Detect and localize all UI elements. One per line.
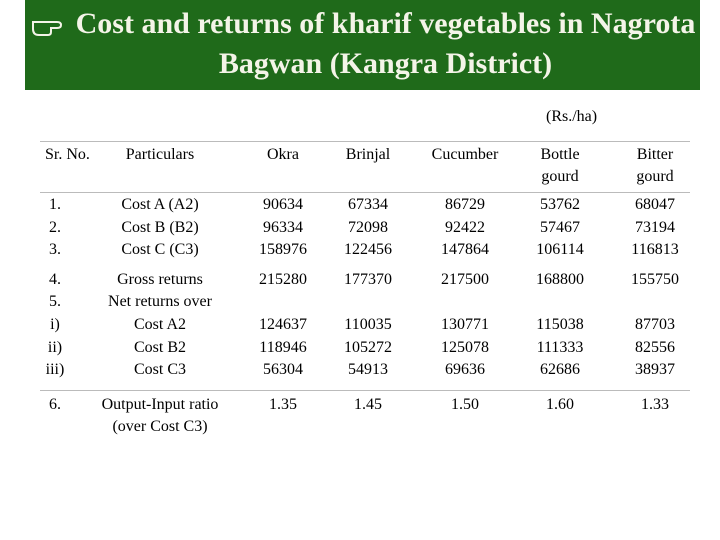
value: 54913 xyxy=(348,361,388,378)
value: 72098 xyxy=(348,219,388,236)
value: 90634 xyxy=(263,196,303,213)
particulars: Output-Input ratio (over Cost C3) xyxy=(101,396,219,435)
value: 82556 xyxy=(635,338,675,356)
column-header: Brinjal xyxy=(345,146,391,163)
value: 105272 xyxy=(344,338,392,356)
value: 67334 xyxy=(348,196,388,213)
value: 62686 xyxy=(540,361,580,378)
column-header: Sr. No. xyxy=(45,146,90,163)
value: 1.33 xyxy=(641,396,669,413)
particulars: Cost C3 xyxy=(133,361,186,378)
sr-no: ii) xyxy=(47,338,63,356)
sr-no: 1. xyxy=(49,196,61,213)
rule xyxy=(40,141,690,142)
value: 1.35 xyxy=(269,396,297,413)
particulars: Cost A (A2) xyxy=(121,196,199,213)
sr-no: 5. xyxy=(49,293,61,310)
value: 56304 xyxy=(263,361,303,378)
column-header: Bottle gourd xyxy=(540,146,580,185)
value: 87703 xyxy=(635,316,675,333)
value: 115038 xyxy=(536,316,584,333)
sr-no: 4. xyxy=(49,271,61,288)
header-banner: Cost and returns of kharif vegetables in… xyxy=(25,0,700,90)
value: 1.60 xyxy=(546,396,574,413)
value: 168800 xyxy=(536,271,584,288)
sr-no: 6. xyxy=(49,396,61,413)
value: 73194 xyxy=(635,219,675,236)
particulars: Cost B2 xyxy=(133,338,186,356)
particulars: Net returns over xyxy=(108,293,212,310)
value: 118946 xyxy=(259,338,307,356)
value: 116813 xyxy=(631,241,679,258)
title: Cost and returns of kharif vegetables in… xyxy=(75,7,696,80)
pointer-icon xyxy=(32,21,63,36)
value: 122456 xyxy=(344,241,392,258)
particulars: Cost C (C3) xyxy=(121,241,199,258)
rule xyxy=(40,390,690,391)
value: 155750 xyxy=(631,271,679,288)
value: 53762 xyxy=(540,196,580,213)
value: 1.45 xyxy=(354,396,382,413)
column-header: Okra xyxy=(267,146,299,163)
value: 68047 xyxy=(635,196,675,213)
value: 177370 xyxy=(344,271,392,288)
value: 111333 xyxy=(536,338,584,356)
value: 147864 xyxy=(441,241,489,258)
particulars: Cost A2 xyxy=(133,316,186,333)
value: 125078 xyxy=(441,338,489,356)
particulars: Gross returns xyxy=(117,271,203,288)
particulars: Cost B (B2) xyxy=(121,219,199,236)
value: 38937 xyxy=(635,361,675,378)
column-header: Bitter gourd xyxy=(636,146,674,185)
value: 130771 xyxy=(441,316,489,333)
value: 217500 xyxy=(441,271,489,288)
value: 124637 xyxy=(259,316,307,333)
sr-no: iii) xyxy=(45,361,65,378)
value: 1.50 xyxy=(451,396,479,413)
sr-no: i) xyxy=(50,316,60,333)
value: 106114 xyxy=(536,241,584,258)
value: 96334 xyxy=(263,219,303,236)
sr-no: 2. xyxy=(49,219,61,236)
value: 69636 xyxy=(445,361,485,378)
value: 86729 xyxy=(445,196,485,213)
value: 110035 xyxy=(344,316,392,333)
column-header: Cucumber xyxy=(431,146,499,163)
rule xyxy=(40,192,690,193)
value: 158976 xyxy=(259,241,307,258)
column-header: Particulars xyxy=(125,146,195,163)
unit-label: (Rs./ha) xyxy=(546,108,598,125)
sr-no: 3. xyxy=(49,241,61,258)
value: 215280 xyxy=(259,271,307,288)
value: 92422 xyxy=(445,219,485,236)
value: 57467 xyxy=(540,219,580,236)
